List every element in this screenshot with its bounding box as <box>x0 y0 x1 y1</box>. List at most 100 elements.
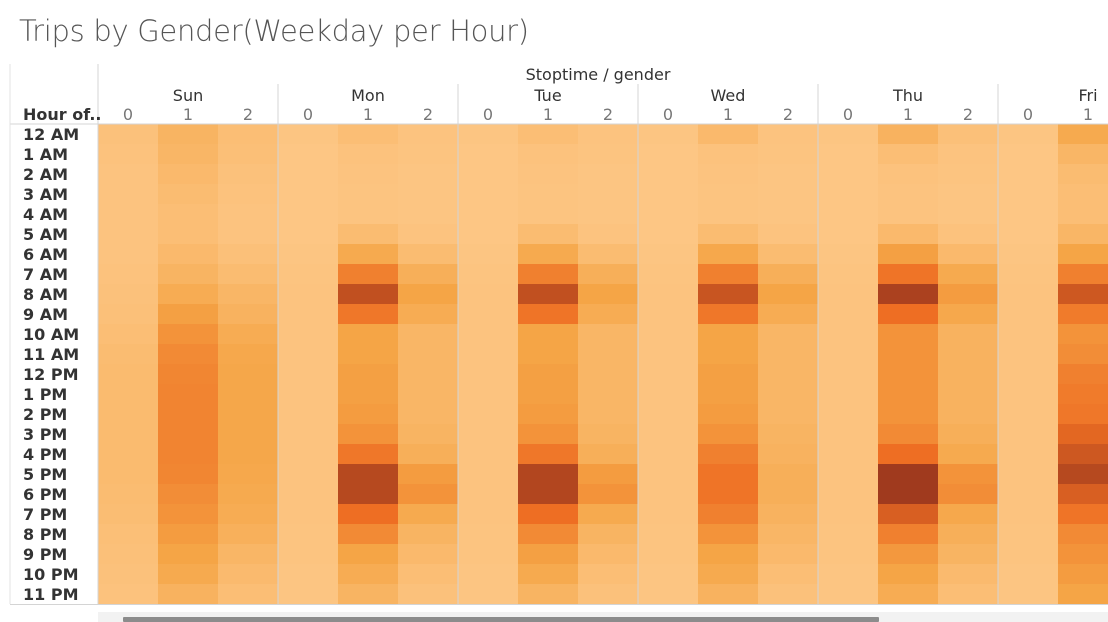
heatmap-cell-fri-1-9am <box>1058 304 1108 324</box>
heatmap-cell-wed-2-7pm <box>758 504 818 524</box>
heatmap-cell-wed-1-8pm <box>698 524 758 544</box>
heatmap-cell-tue-2-9am <box>578 304 638 324</box>
heatmap-cell-thu-0-8pm <box>818 524 878 544</box>
heatmap-cell-thu-1-2am <box>878 164 938 184</box>
hour-label-7pm: 7 PM <box>23 505 67 524</box>
gender-tick-fri-0: 0 <box>1023 105 1033 124</box>
heatmap-cell-tue-1-1pm <box>518 384 578 404</box>
heatmap-cell-mon-2-4pm <box>398 444 458 464</box>
heatmap-cell-wed-2-8am <box>758 284 818 304</box>
heatmap-cell-thu-1-8am <box>878 284 938 304</box>
heatmap-cell-wed-1-8am <box>698 284 758 304</box>
heatmap-cell-fri-0-4pm <box>998 444 1058 464</box>
heatmap-cell-tue-2-2pm <box>578 404 638 424</box>
heatmap-cell-thu-0-1am <box>818 144 878 164</box>
heatmap-cell-tue-1-4am <box>518 204 578 224</box>
heatmap-cell-fri-0-6am <box>998 244 1058 264</box>
heatmap-cell-fri-1-1pm <box>1058 384 1108 404</box>
heatmap-cell-tue-0-2pm <box>458 404 518 424</box>
heatmap-cell-thu-2-4pm <box>938 444 998 464</box>
heatmap-cell-fri-0-1pm <box>998 384 1058 404</box>
heatmap-cell-fri-1-4am <box>1058 204 1108 224</box>
heatmap-cell-wed-2-5am <box>758 224 818 244</box>
heatmap-cell-tue-1-10am <box>518 324 578 344</box>
heatmap-cell-sun-0-3pm <box>98 424 158 444</box>
heatmap-cell-sun-1-5am <box>158 224 218 244</box>
heatmap-cell-mon-1-8pm <box>338 524 398 544</box>
heatmap-cell-tue-1-7pm <box>518 504 578 524</box>
heatmap-cell-sun-1-2am <box>158 164 218 184</box>
heatmap-cell-wed-2-1am <box>758 144 818 164</box>
heatmap-cell-fri-1-8am <box>1058 284 1108 304</box>
heatmap-cell-tue-1-12pm <box>518 364 578 384</box>
heatmap-cell-sun-2-8pm <box>218 524 278 544</box>
heatmap-cell-sun-0-12am <box>98 124 158 144</box>
heatmap-cell-thu-2-10am <box>938 324 998 344</box>
heatmap-cell-thu-1-10am <box>878 324 938 344</box>
heatmap-cell-thu-2-6am <box>938 244 998 264</box>
heatmap-cell-mon-1-9pm <box>338 544 398 564</box>
heatmap-cell-wed-0-10pm <box>638 564 698 584</box>
heatmap-cell-sun-1-10pm <box>158 564 218 584</box>
horizontal-scrollbar[interactable] <box>98 612 1108 622</box>
heatmap-cell-fri-1-3pm <box>1058 424 1108 444</box>
hour-label-10am: 10 AM <box>23 325 79 344</box>
heatmap-cell-thu-1-8pm <box>878 524 938 544</box>
heatmap-cell-sun-1-11am <box>158 344 218 364</box>
heatmap-cell-mon-2-10pm <box>398 564 458 584</box>
hour-label-10pm: 10 PM <box>23 565 78 584</box>
heatmap-cell-wed-2-11pm <box>758 584 818 604</box>
heatmap-cell-tue-0-5am <box>458 224 518 244</box>
heatmap-cell-sun-1-8pm <box>158 524 218 544</box>
heatmap-cell-thu-0-6pm <box>818 484 878 504</box>
heatmap-cell-tue-0-7pm <box>458 504 518 524</box>
heatmap-cell-thu-0-8am <box>818 284 878 304</box>
heatmap-cell-thu-1-9pm <box>878 544 938 564</box>
heatmap-cell-sun-1-6pm <box>158 484 218 504</box>
heatmap-cell-thu-0-5pm <box>818 464 878 484</box>
heatmap-cell-thu-2-8pm <box>938 524 998 544</box>
heatmap-cell-thu-0-5am <box>818 224 878 244</box>
heatmap-cell-wed-0-4am <box>638 204 698 224</box>
heatmap-cell-sun-0-7pm <box>98 504 158 524</box>
heatmap-cell-tue-1-1am <box>518 144 578 164</box>
scrollbar-thumb[interactable] <box>123 617 879 622</box>
heatmap-cell-sun-2-3pm <box>218 424 278 444</box>
heatmap-cell-thu-0-6am <box>818 244 878 264</box>
heatmap-cell-sun-2-7am <box>218 264 278 284</box>
heatmap-cell-fri-0-2am <box>998 164 1058 184</box>
heatmap-cell-sun-2-12pm <box>218 364 278 384</box>
heatmap-cell-tue-0-7am <box>458 264 518 284</box>
heatmap-cell-wed-1-10pm <box>698 564 758 584</box>
heatmap-cell-tue-2-12pm <box>578 364 638 384</box>
heatmap-cell-mon-0-8am <box>278 284 338 304</box>
heatmap-cell-tue-0-4pm <box>458 444 518 464</box>
heatmap-cell-sun-1-2pm <box>158 404 218 424</box>
heatmap-cell-wed-1-2am <box>698 164 758 184</box>
heatmap-cell-sun-1-4pm <box>158 444 218 464</box>
heatmap-cell-mon-1-5am <box>338 224 398 244</box>
heatmap-cell-thu-0-9am <box>818 304 878 324</box>
heatmap-cell-wed-0-12pm <box>638 364 698 384</box>
heatmap-cell-wed-2-10pm <box>758 564 818 584</box>
heatmap-cell-wed-1-7pm <box>698 504 758 524</box>
heatmap-cell-wed-1-4am <box>698 204 758 224</box>
hour-label-2am: 2 AM <box>23 165 68 184</box>
heatmap-cell-tue-0-6pm <box>458 484 518 504</box>
heatmap-cell-tue-0-4am <box>458 204 518 224</box>
heatmap-cell-mon-1-3pm <box>338 424 398 444</box>
hour-label-12pm: 12 PM <box>23 365 78 384</box>
heatmap-cell-tue-0-1am <box>458 144 518 164</box>
day-label-mon: Mon <box>351 86 385 105</box>
heatmap-cell-mon-0-4pm <box>278 444 338 464</box>
heatmap-cell-tue-1-8am <box>518 284 578 304</box>
heatmap-cell-sun-0-8am <box>98 284 158 304</box>
hour-label-6am: 6 AM <box>23 245 68 264</box>
heatmap-cell-mon-1-12pm <box>338 364 398 384</box>
heatmap-cell-mon-2-1pm <box>398 384 458 404</box>
heatmap-cell-tue-0-3pm <box>458 424 518 444</box>
heatmap-cell-sun-2-1am <box>218 144 278 164</box>
heatmap-cell-tue-0-9pm <box>458 544 518 564</box>
heatmap-cell-sun-0-7am <box>98 264 158 284</box>
